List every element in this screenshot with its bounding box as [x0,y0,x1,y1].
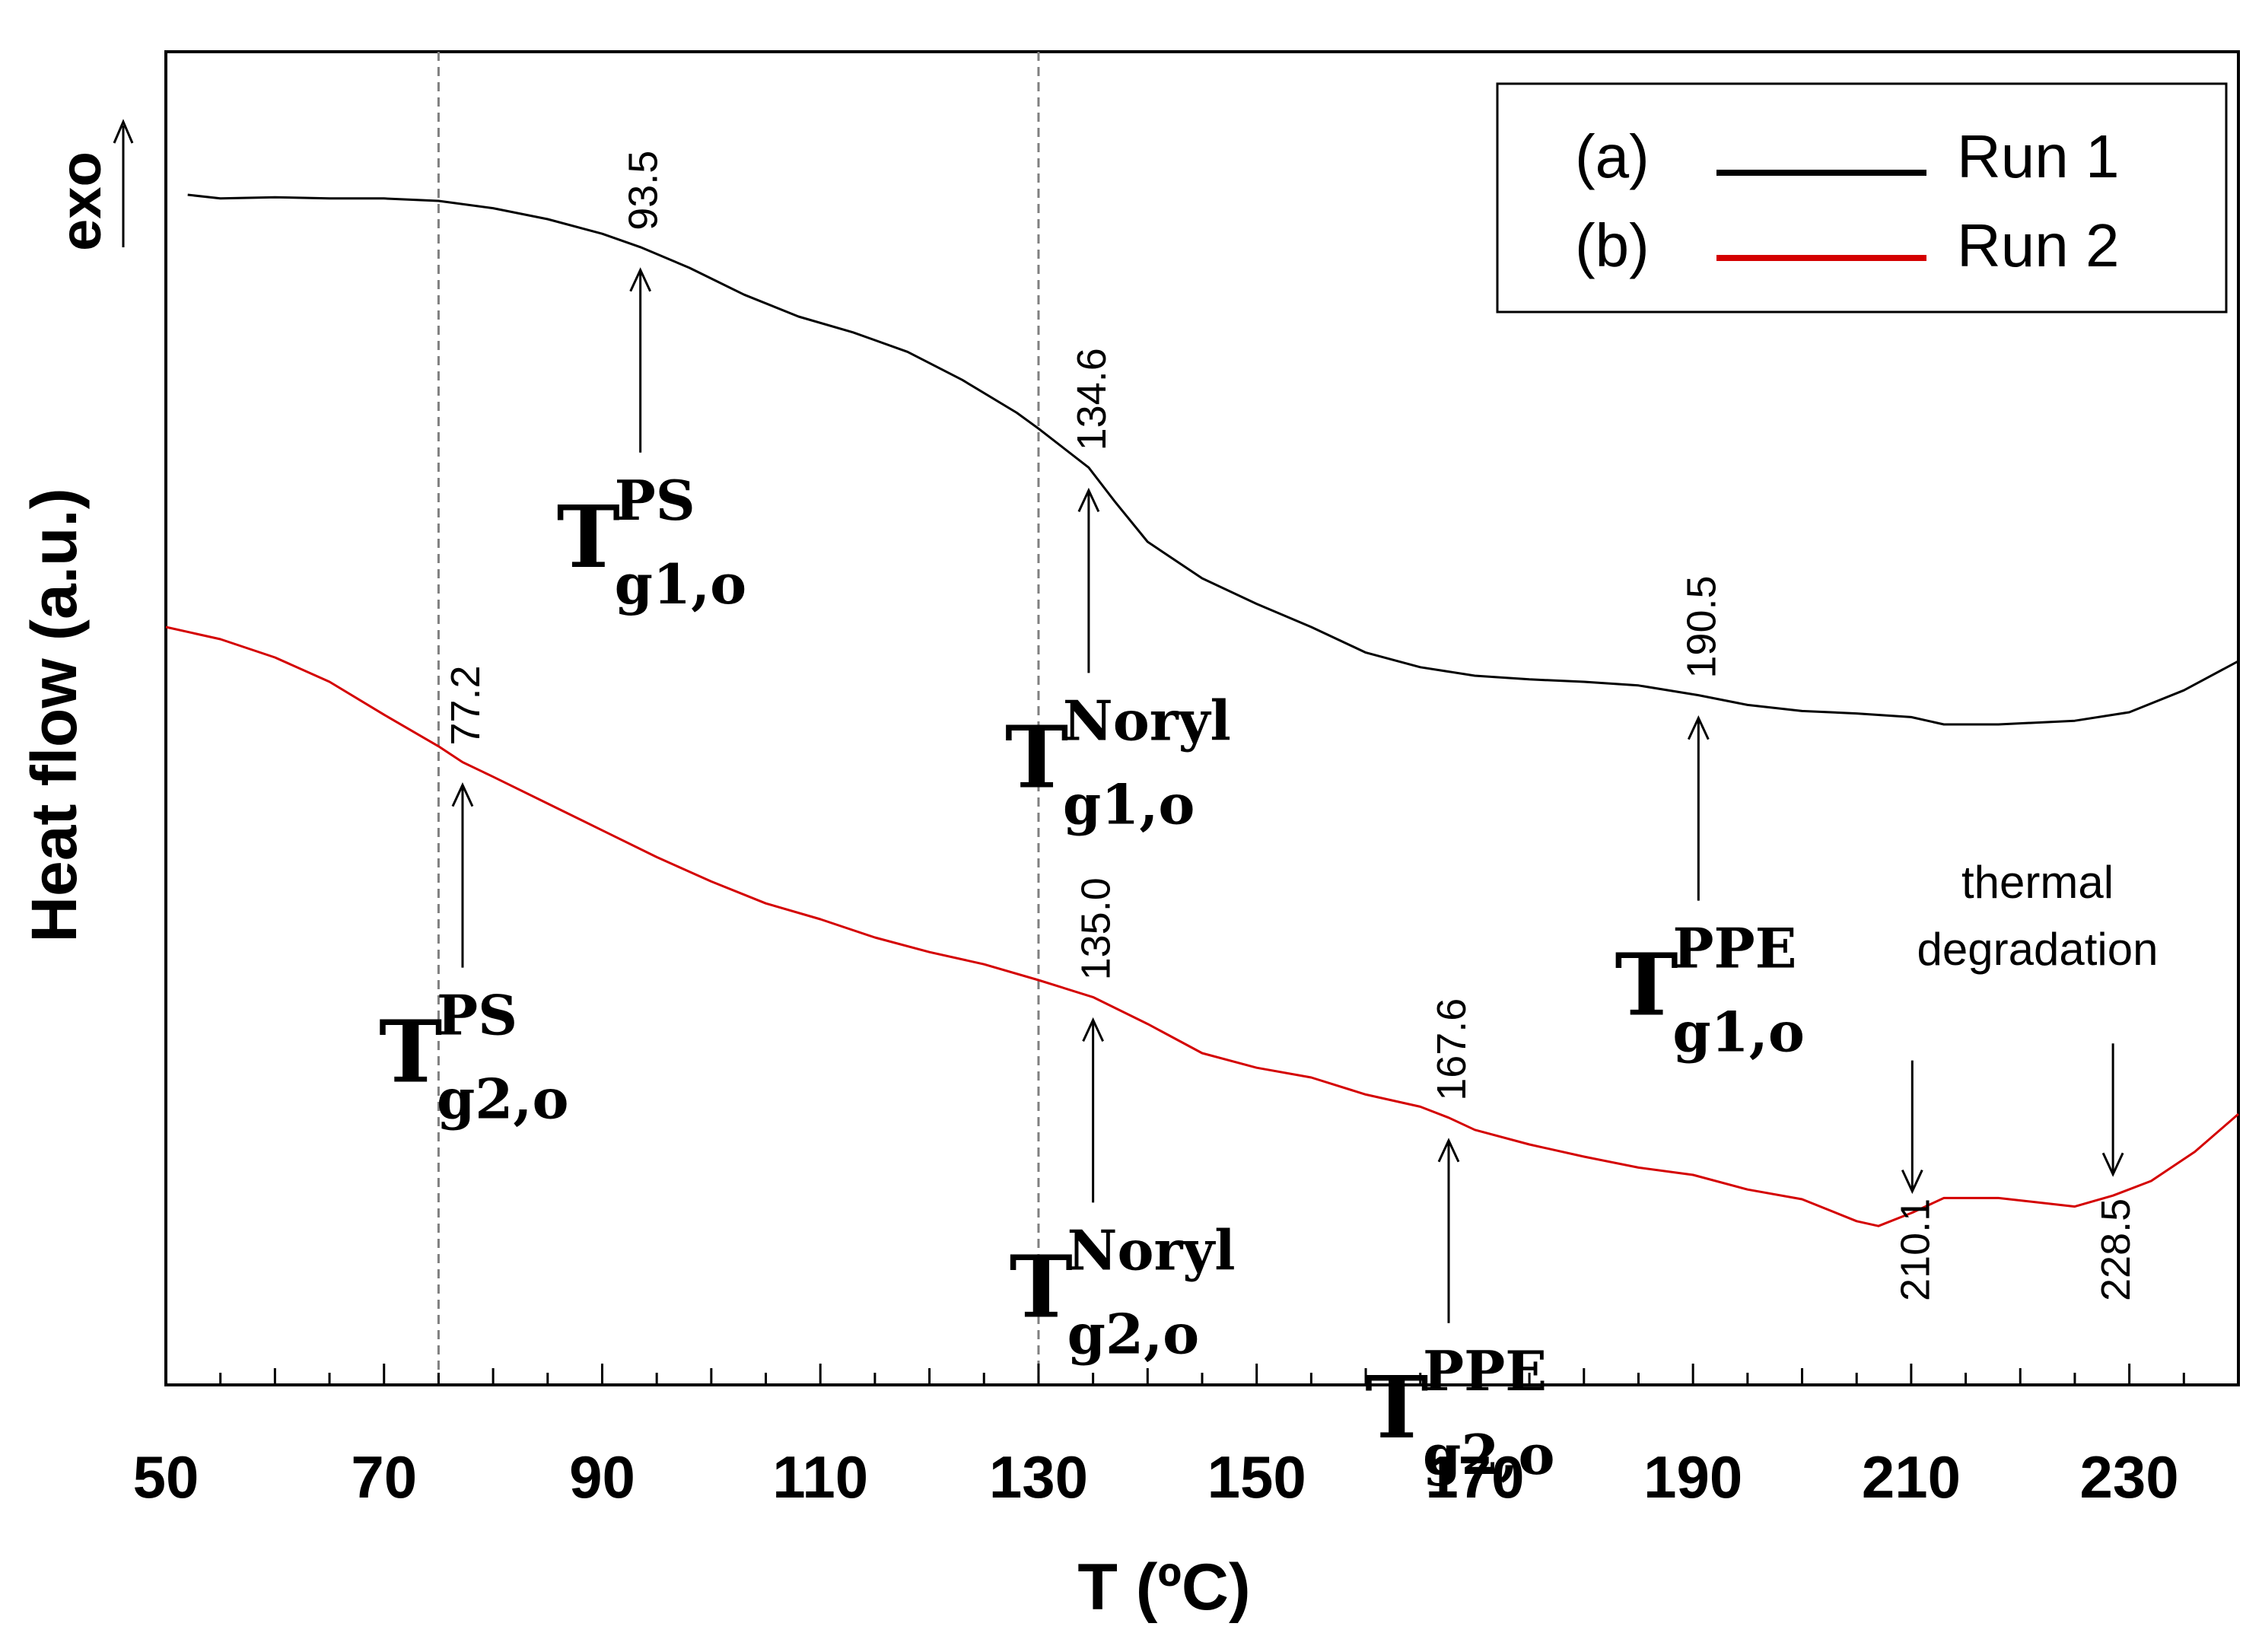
annotation-deg-1-arrow-head [1901,1169,1923,1195]
annotation-tg2-noryl-symbol-label: TNoryl g2,o [1010,1218,1236,1366]
legend: (a) Run 1 (b) Run 2 [1496,82,2228,314]
annotation-tg2-ppe-arrow-head [1437,1138,1460,1163]
annotation-tg2-noryl-symbol-label-symbol: T [1010,1237,1073,1337]
annotation-tg2-ps-symbol-label-sup: PS [437,983,517,1048]
annotation-tg2-ps-arrow-head [451,782,474,807]
legend-tag-run2: (b) [1575,212,1650,279]
annotation-tg1-ppe-symbol-label-sub: g1,o [1672,1000,1805,1065]
x-axis-title: T (ºC) [1077,1551,1250,1624]
annotation-tg1-ppe-arrow-head [1687,715,1710,740]
annotation-tg2-ps-symbol-label-sub: g2,o [437,1067,569,1132]
legend-box [1496,82,2228,314]
annotation-tg1-ppe-symbol-label-sup: PPE [1672,916,1796,981]
annotation-tg2-noryl-arrow-head [1082,1017,1104,1042]
annotation-tg1-ppe-value-label: 190.5 [1678,575,1724,678]
annotation-tg2-ps-value-label: 77.2 [443,665,488,745]
annotation-tg2-ppe-symbol-label: TPPE g2,o [1365,1338,1555,1487]
x-axis-ticks: 50 70 90 110 130 150 170 190 210 230 [133,1364,2240,1510]
annotation-tg1-noryl-arrow [1077,487,1100,673]
legend-label-run1: Run 1 [1957,123,2119,190]
y-axis-title: Heat flow (a.u.) [18,488,90,942]
degradation-label-line2: degradation [1917,924,2159,975]
series-line-run-1 [187,193,2239,726]
annotation-deg-1-arrow [1901,1060,1923,1195]
annotation-tg2-noryl-value-label: 135.0 [1074,877,1119,980]
annotation-tg1-ppe-symbol-label-symbol: T [1615,936,1678,1036]
x-tick-label-190: 190 [1643,1444,1742,1510]
annotation-tg1-ppe-symbol-label: TPPE g1,o [1615,916,1805,1065]
annotation-tg2-ps-symbol-label: TPS g2,o [379,983,569,1132]
annotation-tg2-ppe-symbol-label-sub: g2,o [1423,1422,1555,1487]
reference-lines [437,52,1040,1385]
legend-entry-run1: (a) Run 1 [1575,123,2119,190]
annotation-tg1-noryl-symbol-label-symbol: T [1005,708,1068,807]
annotation-deg-2-arrow [2101,1043,2124,1177]
annotation-tg2-ps-symbol-label-symbol: T [379,1003,442,1103]
annotation-tg1-ps-symbol-label: TPS g1,o [557,468,747,616]
annotation-tg1-ps-symbol-label-sup: PS [615,468,695,533]
x-tick-label-150: 150 [1207,1444,1306,1510]
annotation-tg1-ppe-arrow [1687,715,1710,901]
series-line-run-2 [165,625,2239,1227]
annotation-tg2-ppe-symbol-label-sup: PPE [1423,1338,1547,1403]
x-tick-label-90: 90 [569,1444,635,1510]
annotation-tg1-noryl-value-label: 134.6 [1069,348,1115,450]
exo-label: exo [49,151,113,251]
legend-tag-run1: (a) [1575,123,1650,190]
annotation-tg2-ppe-arrow [1437,1138,1460,1323]
annotation-tg1-noryl-arrow-head [1077,487,1100,513]
annotation-tg2-ppe-value-label: 167.6 [1429,998,1475,1101]
annotation-tg1-noryl-symbol-label-sub: g1,o [1063,772,1195,836]
exo-arrow-icon [113,119,134,247]
annotation-tg1-ps-arrow [629,267,652,453]
degradation-label-line1: thermal [1961,857,2114,908]
legend-label-run2: Run 2 [1957,212,2119,279]
annotation-tg2-noryl-arrow [1082,1017,1104,1203]
annotation-tg1-ps-value-label: 93.5 [621,151,667,231]
annotation-tg1-ps-arrow-head [629,267,652,292]
annotation-tg1-noryl-symbol-label: TNoryl g1,o [1005,688,1231,836]
annotation-tg2-ps-arrow [451,782,474,968]
x-tick-label-230: 230 [2080,1444,2179,1510]
annotation-tg2-ppe-symbol-label-symbol: T [1365,1358,1428,1458]
x-tick-label-110: 110 [772,1444,868,1510]
annotation-deg-2-arrow-head [2101,1152,2124,1177]
annotation-tg2-noryl-symbol-label-sup: Noryl [1067,1218,1236,1282]
annotation-tg1-noryl-symbol-label-sup: Noryl [1063,688,1231,753]
x-tick-label-170: 170 [1425,1444,1524,1510]
x-tick-label-50: 50 [133,1444,199,1510]
annotation-tg2-noryl-symbol-label-sub: g2,o [1067,1301,1200,1366]
annotation-tg1-ps-symbol-label-symbol: T [557,488,620,587]
annotation-deg-1-value-label: 210.1 [1892,1198,1938,1301]
series-layer [165,193,2239,1227]
x-tick-label-210: 210 [1862,1444,1961,1510]
annotation-deg-2-value-label: 228.5 [2093,1198,2139,1301]
x-tick-label-130: 130 [989,1444,1088,1510]
annotation-tg1-ps-symbol-label-sub: g1,o [615,552,747,616]
x-tick-label-70: 70 [351,1444,417,1510]
legend-entry-run2: (b) Run 2 [1575,212,2119,279]
